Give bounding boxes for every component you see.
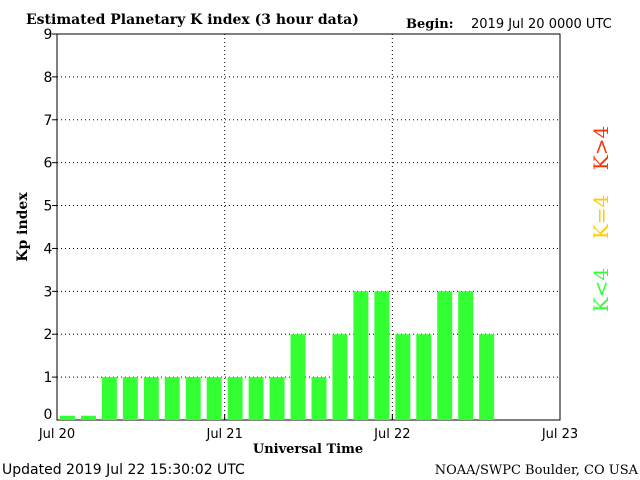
kp-bar [227,377,243,420]
kp-bar [206,377,222,420]
legend-entry: K>4 [589,126,613,170]
kp-bar [80,415,96,420]
begin-value: 2019 Jul 20 0000 UTC [471,17,612,32]
begin-label: Begin: [406,17,454,32]
y-tick-label: 5 [44,199,53,215]
kp-bar [437,291,453,420]
y-tick-label: 9 [44,27,53,43]
x-tick-label: Jul 23 [541,427,578,442]
chart-title: Estimated Planetary K index (3 hour data… [26,12,359,28]
y-tick-label: 2 [44,327,53,343]
y-tick-label: 8 [44,70,53,86]
y-tick-label: 7 [44,113,53,129]
kp-bar [479,334,495,420]
x-tick-label: Jul 21 [205,427,242,442]
kp-bar [143,377,159,420]
y-tick-label: 1 [44,370,53,386]
y-tick-label: 3 [44,284,53,300]
x-tick-label: Jul 20 [38,427,75,442]
x-axis: Jul 20 Jul 21 Jul 22 Jul 23 [38,414,578,442]
kp-bar [395,334,411,420]
kp-bar [101,377,117,420]
kp-bar [122,377,138,420]
plot-area [56,33,561,421]
kp-bar [248,377,264,420]
kp-bar [290,334,306,420]
legend: K<4 K=4 K>4 [589,126,613,312]
legend-entry: K<4 [589,268,613,312]
kp-bar [458,291,474,420]
bars-group [60,291,495,420]
kp-bar [185,377,201,420]
y-axis: 0 1 2 3 4 5 6 7 8 9 [44,27,57,423]
kp-bar [164,377,180,420]
kp-bar [374,291,390,420]
updated-timestamp: Updated 2019 Jul 22 15:30:02 UTC [2,462,245,478]
y-axis-label: Kp index [15,192,31,262]
kp-bar [353,291,369,420]
grid-lines [57,33,560,420]
kp-bar [416,334,432,420]
kp-bar [332,334,348,420]
legend-entry: K=4 [589,195,613,239]
y-tick-label: 4 [44,241,53,257]
y-tick-label: 6 [44,156,53,172]
x-tick-label: Jul 22 [373,427,410,442]
kp-bar [269,377,285,420]
kp-bar [311,377,327,420]
y-tick-label: 0 [44,407,53,423]
source-credit: NOAA/SWPC Boulder, CO USA [435,463,639,478]
x-axis-label: Universal Time [253,442,363,457]
kp-bar [60,415,75,420]
